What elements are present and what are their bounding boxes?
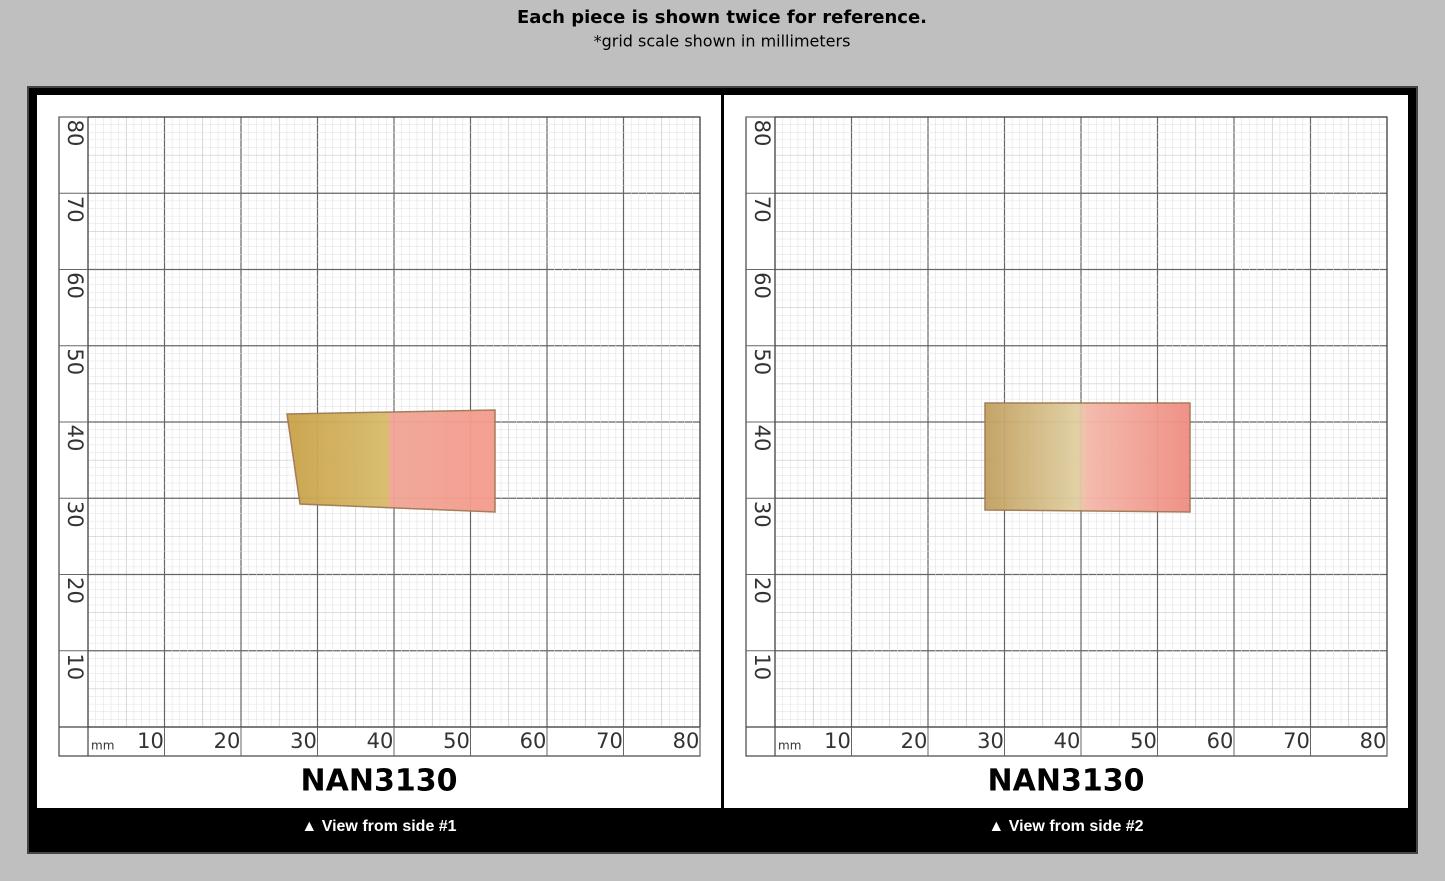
x-label: 80	[673, 729, 700, 753]
x-label: 10	[137, 729, 164, 753]
stone	[286, 409, 496, 513]
unit-label: mm	[91, 739, 114, 753]
x-label: 50	[1130, 729, 1157, 753]
y-label: 10	[63, 653, 87, 680]
stone	[984, 402, 1191, 513]
title: Each piece is shown twice for reference.	[517, 7, 927, 28]
x-label: 40	[367, 729, 394, 753]
y-label: 60	[750, 272, 774, 299]
y-label: 70	[63, 196, 87, 223]
product-code: NAN3130	[301, 764, 458, 799]
y-label: 40	[63, 425, 87, 452]
x-label: 10	[824, 729, 851, 753]
panels: mm 10 20 30 40 50 60 70 80 80 70 60 50 40 30 20 10 NAN313…	[37, 95, 1408, 835]
x-label: 20	[901, 729, 928, 753]
grid-border	[58, 116, 701, 757]
x-label: 60	[520, 729, 547, 753]
y-label: 70	[750, 196, 774, 223]
y-label: 20	[750, 577, 774, 604]
unit-label: mm	[778, 739, 801, 753]
y-label: 80	[63, 120, 87, 147]
x-label: 70	[1283, 729, 1310, 753]
x-label: 30	[977, 729, 1004, 753]
y-label: 40	[750, 425, 774, 452]
x-label: 50	[443, 729, 470, 753]
grid-border	[745, 116, 1388, 757]
y-label: 80	[750, 120, 774, 147]
y-label: 20	[63, 577, 87, 604]
x-label: 40	[1054, 729, 1081, 753]
caption: ▲ View from side #2	[988, 818, 1143, 835]
x-label: 80	[1360, 729, 1387, 753]
caption: ▲ View from side #1	[301, 818, 456, 835]
product-code: NAN3130	[988, 764, 1145, 799]
panel: mm 10 20 30 40 50 60 70 80 80 70 60 50 40 30 20 10 NAN313…	[724, 95, 1408, 835]
y-label: 50	[750, 348, 774, 375]
x-label: 30	[290, 729, 317, 753]
y-label: 50	[63, 348, 87, 375]
x-label: 20	[214, 729, 241, 753]
x-label: 70	[596, 729, 623, 753]
note: *grid scale shown in millimeters	[594, 32, 851, 51]
y-label: 30	[750, 501, 774, 528]
x-label: 60	[1207, 729, 1234, 753]
y-label: 30	[63, 501, 87, 528]
y-label: 60	[63, 272, 87, 299]
panel: mm 10 20 30 40 50 60 70 80 80 70 60 50 40 30 20 10 NAN313…	[37, 95, 721, 835]
y-label: 10	[750, 653, 774, 680]
